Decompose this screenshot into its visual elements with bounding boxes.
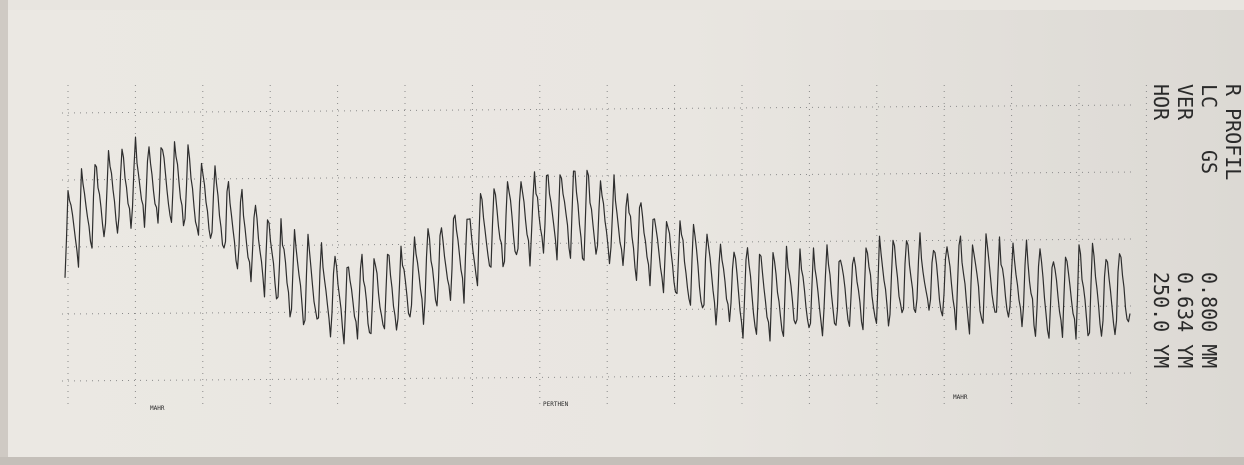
row-value: 0.634 YM — [1173, 272, 1197, 368]
row-value: 250.0 YM — [1149, 272, 1173, 368]
row-mode: GS — [1197, 150, 1221, 174]
row-label: VER — [1173, 84, 1197, 121]
edge — [0, 0, 8, 465]
page: R PROFIL LC GS 0.800 MM VER 0.634 YM HOR… — [0, 0, 1244, 465]
footer-label: PERTHEN — [543, 401, 569, 408]
row-label: LC — [1197, 84, 1221, 108]
profile-title: R PROFIL — [1221, 84, 1244, 180]
edge — [0, 457, 1244, 465]
row-label: HOR — [1149, 84, 1173, 121]
row-value: 0.800 MM — [1197, 272, 1221, 368]
printout: R PROFIL LC GS 0.800 MM VER 0.634 YM HOR… — [0, 0, 1244, 465]
paper — [8, 10, 1244, 457]
footer-label: MAHR — [953, 394, 968, 401]
footer-label: MAHR — [150, 405, 165, 412]
